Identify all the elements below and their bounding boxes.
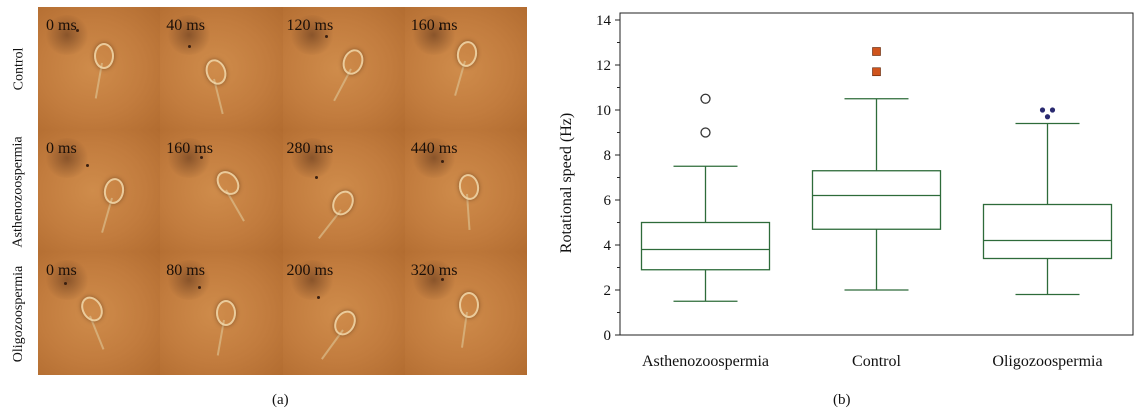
microscopy-frame: 160 ms bbox=[160, 129, 283, 253]
outlier-point bbox=[1044, 114, 1051, 120]
reference-dot bbox=[314, 175, 318, 179]
reference-dot bbox=[200, 155, 204, 159]
dark-spot bbox=[410, 15, 457, 55]
dark-spot bbox=[166, 137, 213, 178]
sperm-head bbox=[456, 172, 481, 202]
row-label-text: Control bbox=[11, 47, 26, 90]
reference-dot bbox=[64, 282, 67, 286]
microscopy-frame: 280 ms bbox=[282, 129, 405, 253]
sperm-head bbox=[327, 186, 358, 219]
sperm-head bbox=[338, 46, 367, 78]
reference-dot bbox=[440, 278, 444, 282]
sperm-head bbox=[216, 300, 237, 327]
reference-dot bbox=[198, 286, 202, 290]
dark-spot bbox=[44, 15, 90, 55]
dark-spot bbox=[44, 260, 90, 301]
frame-time-label: 120 ms bbox=[286, 17, 334, 34]
reference-dot bbox=[324, 35, 328, 38]
reference-dot bbox=[316, 296, 320, 300]
reference-dot bbox=[438, 27, 442, 30]
microscopy-frame: 160 ms bbox=[404, 7, 527, 130]
dark-spot bbox=[288, 137, 335, 178]
y-tick-label: 14 bbox=[596, 13, 612, 29]
sperm-head bbox=[212, 166, 245, 200]
microscopy-frame: 120 ms bbox=[282, 7, 405, 130]
dark-spot bbox=[166, 260, 213, 301]
reference-dot bbox=[188, 45, 192, 48]
y-tick-label: 8 bbox=[604, 148, 612, 164]
chart-axes: 0 2 4 6 8 10 12 14 bbox=[596, 12, 1134, 344]
frame-time-label: 160 ms bbox=[410, 17, 458, 34]
microscopy-frame: 320 ms bbox=[404, 252, 527, 375]
frame-time-label: 0 ms bbox=[46, 139, 77, 157]
sperm-head bbox=[454, 39, 479, 69]
frame-time-label: 0 ms bbox=[46, 17, 77, 34]
frame-time-label: 200 ms bbox=[286, 262, 334, 280]
microscopy-frame: 200 ms bbox=[282, 252, 405, 375]
row-label-text: Asthenozoospermia bbox=[11, 135, 27, 248]
row-label-control: Control bbox=[0, 7, 38, 130]
sperm-head bbox=[458, 292, 479, 319]
y-tick-label: 12 bbox=[596, 58, 611, 74]
x-category-label: Control bbox=[852, 353, 901, 370]
x-category-label: Oligozoospermia bbox=[992, 353, 1102, 370]
frame-time-label: 160 ms bbox=[166, 139, 213, 157]
box-iqr bbox=[640, 221, 771, 271]
outlier-point bbox=[872, 67, 881, 77]
outlier-point bbox=[1049, 107, 1056, 113]
frame-time-label: 80 ms bbox=[166, 262, 205, 280]
dark-spot bbox=[288, 260, 335, 301]
outlier-point bbox=[700, 93, 711, 104]
y-tick-label: 6 bbox=[604, 193, 612, 209]
sperm-head bbox=[94, 43, 114, 69]
chart-boxes: Asthenozoospermia Control Oligozoospermia bbox=[640, 47, 1113, 370]
frame-time-label: 280 ms bbox=[286, 139, 334, 157]
y-tick-label: 2 bbox=[604, 283, 612, 299]
sperm-head bbox=[329, 307, 360, 340]
dark-spot bbox=[44, 137, 90, 178]
caption-panel-b: (b) bbox=[833, 392, 851, 408]
frame-time-label: 40 ms bbox=[166, 17, 205, 34]
dark-spot bbox=[410, 260, 457, 301]
outlier-point bbox=[872, 47, 881, 56]
y-axis-label: Rotational speed (Hz) bbox=[558, 113, 575, 253]
dark-spot bbox=[410, 137, 457, 178]
row-label-text: Oligozoospermia bbox=[11, 265, 27, 363]
row-label-oligozoospermia: Oligozoospermia bbox=[0, 253, 38, 375]
y-tick-label: 4 bbox=[604, 238, 612, 254]
rotational-speed-boxplot: 0 2 4 6 8 10 12 14 Asthenozoospermia Control Olig… bbox=[558, 12, 1134, 370]
reference-dot bbox=[86, 163, 89, 167]
outlier-point bbox=[700, 127, 711, 138]
y-tick-label: 0 bbox=[604, 328, 612, 344]
plot-frame bbox=[619, 12, 1134, 336]
box-iqr bbox=[811, 170, 942, 230]
x-category-label: Asthenozoospermia bbox=[642, 353, 769, 370]
microscopy-frame: 40 ms bbox=[160, 7, 283, 130]
reference-dot bbox=[76, 29, 79, 32]
microscopy-frame: 80 ms bbox=[160, 252, 283, 375]
microscopy-frame: 440 ms bbox=[404, 129, 527, 253]
sperm-head bbox=[76, 293, 108, 326]
frame-time-label: 320 ms bbox=[410, 262, 458, 280]
outlier-point bbox=[1039, 107, 1046, 113]
sperm-head bbox=[202, 56, 231, 88]
y-tick-label: 10 bbox=[596, 103, 611, 119]
microscopy-frame: 0 ms bbox=[38, 252, 161, 375]
microscopy-frame: 0 ms bbox=[38, 7, 161, 130]
dark-spot bbox=[166, 15, 213, 55]
sperm-head bbox=[101, 176, 127, 206]
microscopy-frame: 0 ms bbox=[38, 129, 161, 253]
frame-time-label: 440 ms bbox=[410, 139, 458, 157]
box-iqr bbox=[982, 203, 1113, 260]
caption-panel-a: (a) bbox=[272, 392, 289, 408]
frame-time-label: 0 ms bbox=[46, 262, 77, 280]
row-label-asthenozoospermia: Asthenozoospermia bbox=[0, 130, 38, 253]
reference-dot bbox=[440, 159, 444, 163]
microscopy-frame-grid: 0 ms 40 ms 120 ms 160 ms 0 ms 160 ms 280 ms 440… bbox=[38, 7, 527, 375]
